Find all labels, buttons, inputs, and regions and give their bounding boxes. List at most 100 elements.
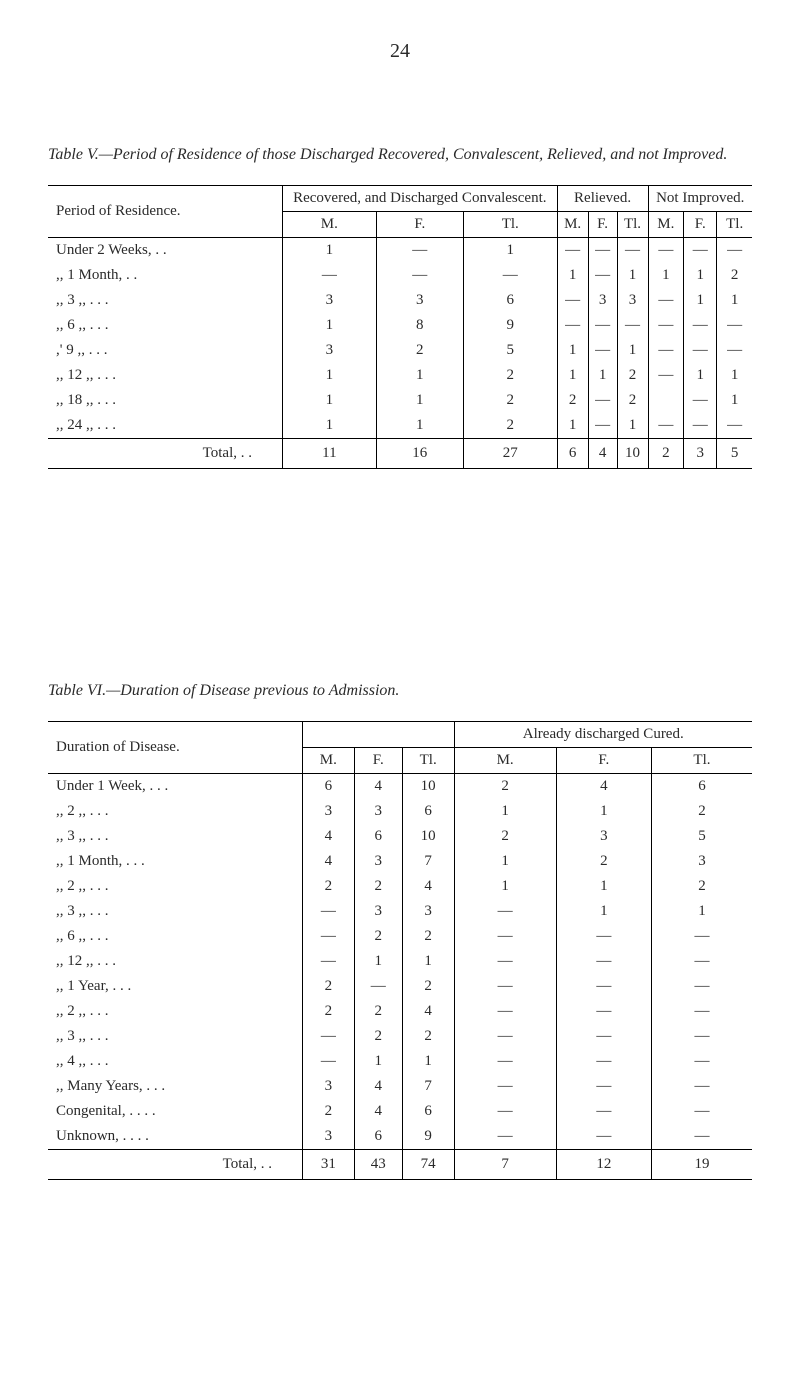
cell: — — [376, 238, 463, 264]
cell: 1 — [402, 1049, 454, 1074]
row-label: ,, 4 ,, . . . — [48, 1049, 303, 1074]
cell: — — [303, 949, 355, 974]
cell: — — [556, 1099, 651, 1124]
cell: 1 — [651, 899, 752, 924]
cell: 6 — [303, 774, 355, 800]
cell: — — [454, 899, 556, 924]
table-row: Under 1 Week, . . .6410246 — [48, 774, 752, 800]
cell: — — [454, 1074, 556, 1099]
cell: 2 — [454, 824, 556, 849]
cell — [648, 388, 684, 413]
sub-m: M. — [454, 748, 556, 774]
table-row: ,' 9 ,, . . .3251—1——— — [48, 338, 752, 363]
cell: — — [648, 288, 684, 313]
row-label: Under 1 Week, . . . — [48, 774, 303, 800]
cell: — — [588, 313, 617, 338]
row-label: ,, 3 ,, . . . — [48, 824, 303, 849]
cell: 6 — [354, 1124, 402, 1150]
col-duration: Duration of Disease. — [48, 722, 303, 774]
cell: 1 — [454, 849, 556, 874]
row-label: ,, 2 ,, . . . — [48, 999, 303, 1024]
cell: 2 — [402, 974, 454, 999]
table-row: Under 2 Weeks, . .1—1—————— — [48, 238, 752, 264]
cell: — — [303, 924, 355, 949]
table-v-title: Table V.—Period of Residence of those Di… — [48, 143, 752, 167]
total-label: Total, . . — [48, 439, 283, 469]
cell: 2 — [303, 999, 355, 1024]
cell: 1 — [557, 263, 588, 288]
cell: 2 — [651, 799, 752, 824]
cell: 3 — [354, 799, 402, 824]
cell: 1 — [376, 363, 463, 388]
table-row: ,, 1 Year, . . .2—2——— — [48, 974, 752, 999]
cell: 7 — [454, 1150, 556, 1180]
table-vi: Duration of Disease. Already discharged … — [48, 721, 752, 1180]
cell: — — [556, 924, 651, 949]
cell: — — [617, 238, 648, 264]
row-label: Congenital, . . . . — [48, 1099, 303, 1124]
cell: 4 — [402, 874, 454, 899]
cell: 2 — [303, 1099, 355, 1124]
col-period: Period of Residence. — [48, 186, 283, 238]
cell: — — [454, 999, 556, 1024]
cell: 7 — [402, 849, 454, 874]
cell: 2 — [557, 388, 588, 413]
cell: — — [684, 313, 717, 338]
cell: 9 — [402, 1124, 454, 1150]
table-row: ,, 3 ,, . . .4610235 — [48, 824, 752, 849]
cell: 1 — [454, 799, 556, 824]
table-row: ,, Many Years, . . .347——— — [48, 1074, 752, 1099]
cell: 1 — [283, 238, 377, 264]
cell: 1 — [354, 1049, 402, 1074]
row-label: ,, 3 ,, . . . — [48, 899, 303, 924]
cell: — — [454, 1024, 556, 1049]
cell: 2 — [402, 924, 454, 949]
cell: 1 — [283, 313, 377, 338]
cell: 5 — [717, 439, 752, 469]
row-label: ,, 6 ,, . . . — [48, 313, 283, 338]
cell: 1 — [376, 413, 463, 439]
sub-tl: Tl. — [717, 212, 752, 238]
sub-tl: Tl. — [651, 748, 752, 774]
cell: 3 — [303, 1124, 355, 1150]
cell: 3 — [588, 288, 617, 313]
table-row: ,, 4 ,, . . .—11——— — [48, 1049, 752, 1074]
sub-m: M. — [648, 212, 684, 238]
cell: — — [454, 974, 556, 999]
cell: — — [651, 1099, 752, 1124]
cell: 2 — [354, 999, 402, 1024]
cell: 3 — [283, 338, 377, 363]
table-row: ,, 18 ,, . . .1122—2—1 — [48, 388, 752, 413]
cell: 43 — [354, 1150, 402, 1180]
cell: 2 — [354, 924, 402, 949]
cell: 2 — [617, 363, 648, 388]
row-label: ,, 1 Month, . . . — [48, 849, 303, 874]
cell: — — [651, 1074, 752, 1099]
cell: — — [651, 1024, 752, 1049]
row-label: ,' 9 ,, . . . — [48, 338, 283, 363]
cell: — — [303, 1024, 355, 1049]
cell: — — [651, 924, 752, 949]
cell: 1 — [454, 874, 556, 899]
cell: — — [557, 313, 588, 338]
cell: — — [648, 363, 684, 388]
cell: 31 — [303, 1150, 355, 1180]
cell: 1 — [617, 263, 648, 288]
cell: — — [717, 238, 752, 264]
sub-f: F. — [354, 748, 402, 774]
cell: 4 — [556, 774, 651, 800]
cell: 1 — [617, 338, 648, 363]
table-row: ,, 1 Month, . . .437123 — [48, 849, 752, 874]
cell: 2 — [617, 388, 648, 413]
cell: 4 — [402, 999, 454, 1024]
cell: 4 — [354, 1074, 402, 1099]
cell: 4 — [588, 439, 617, 469]
cell: 74 — [402, 1150, 454, 1180]
sub-f: F. — [588, 212, 617, 238]
cell: 1 — [648, 263, 684, 288]
cell: 3 — [684, 439, 717, 469]
row-label: ,, 24 ,, . . . — [48, 413, 283, 439]
cell: 3 — [617, 288, 648, 313]
cell: 2 — [303, 974, 355, 999]
cell: 19 — [651, 1150, 752, 1180]
